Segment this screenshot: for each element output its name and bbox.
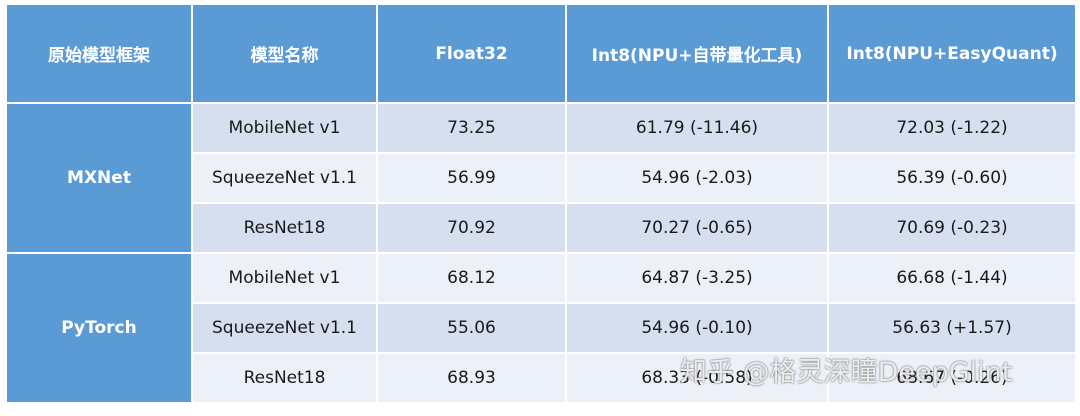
table-row: SqueezeNet v1.1 56.99 54.96 (-2.03) 56.39 (…: [6, 152, 1077, 204]
header-cell: Int8(NPU+自带量化工具): [565, 3, 829, 104]
results-table: 原始模型框架 模型名称 Float32 Int8(NPU+自带量化工具) Int8(NP…: [5, 3, 1077, 404]
value-cell: 55.06: [376, 302, 567, 354]
watermark: 知乎 @格灵深瞳DeepGlint: [680, 357, 1013, 388]
value-cell: 70.27 (-0.65): [565, 202, 829, 254]
header-cell: 原始模型框架: [5, 3, 193, 104]
table-row: PyTorch MobileNet v1 68.12 64.87 (-3.25) 66.…: [5, 252, 1077, 404]
model-cell: SqueezeNet v1.1: [191, 302, 378, 354]
framework-cell: PyTorch: [5, 252, 193, 404]
value-cell: 64.87 (-3.25): [565, 252, 829, 304]
value-cell: 68.93: [376, 352, 567, 404]
header-cell: 模型名称: [191, 3, 378, 104]
table-row: SqueezeNet v1.1 55.06 54.96 (-0.10) 56.63 (…: [6, 302, 1077, 354]
value-cell: 66.68 (-1.44): [827, 252, 1077, 304]
value-cell: 68.67 (-0.26): [827, 352, 1077, 404]
table-row: ResNet18 70.92 70.27 (-0.65) 70.69 (-0.23): [6, 202, 1077, 254]
value-cell: 70.69 (-0.23): [827, 202, 1077, 254]
value-cell: 56.39 (-0.60): [827, 152, 1077, 204]
header-cell: Float32: [376, 3, 567, 104]
value-cell: 61.79 (-11.46): [565, 102, 829, 154]
value-cell: 68.33 (-0.58): [565, 352, 829, 404]
value-cell: 54.96 (-0.10): [565, 302, 829, 354]
model-cell: ResNet18: [191, 352, 378, 404]
framework-cell: MXNet: [5, 102, 193, 254]
model-cell: MobileNet v1: [191, 102, 378, 154]
table-row: MXNet MobileNet v1 73.25 61.79 (-11.46) 72.0…: [5, 102, 1077, 254]
value-cell: 73.25: [376, 102, 567, 154]
header-row: 原始模型框架 模型名称 Float32 Int8(NPU+自带量化工具) Int8(NP…: [5, 3, 1077, 104]
table-row: ResNet18 68.93 68.33 (-0.58) 68.67 (-0.26): [6, 352, 1077, 404]
table-body: MXNet MobileNet v1 73.25 61.79 (-11.46) 72.0…: [5, 102, 1077, 404]
header-cell: Int8(NPU+EasyQuant): [827, 3, 1077, 104]
model-cell: MobileNet v1: [191, 252, 378, 304]
value-cell: 56.99: [376, 152, 567, 204]
model-cell: SqueezeNet v1.1: [191, 152, 378, 204]
value-cell: 70.92: [376, 202, 567, 254]
value-cell: 68.12: [376, 252, 567, 304]
value-cell: 56.63 (+1.57): [827, 302, 1077, 354]
value-cell: 72.03 (-1.22): [827, 102, 1077, 154]
value-cell: 54.96 (-2.03): [565, 152, 829, 204]
model-cell: ResNet18: [191, 202, 378, 254]
